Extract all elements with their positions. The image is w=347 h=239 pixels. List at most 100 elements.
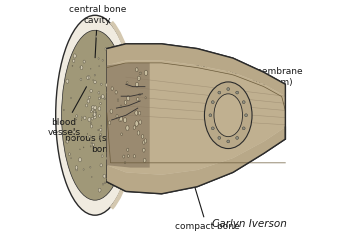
Ellipse shape bbox=[104, 98, 105, 100]
Ellipse shape bbox=[127, 96, 130, 101]
Ellipse shape bbox=[101, 95, 104, 99]
Polygon shape bbox=[107, 115, 285, 194]
Ellipse shape bbox=[63, 109, 64, 111]
Ellipse shape bbox=[76, 119, 77, 120]
Ellipse shape bbox=[87, 76, 90, 80]
Ellipse shape bbox=[145, 97, 146, 99]
Ellipse shape bbox=[98, 58, 99, 59]
Ellipse shape bbox=[100, 96, 102, 98]
Ellipse shape bbox=[133, 155, 135, 158]
Ellipse shape bbox=[90, 166, 91, 168]
Ellipse shape bbox=[98, 92, 100, 94]
Ellipse shape bbox=[81, 117, 82, 118]
Ellipse shape bbox=[121, 133, 122, 136]
Ellipse shape bbox=[102, 183, 104, 185]
Ellipse shape bbox=[124, 101, 126, 105]
Ellipse shape bbox=[61, 30, 128, 200]
Ellipse shape bbox=[242, 127, 245, 130]
Ellipse shape bbox=[71, 137, 73, 140]
Ellipse shape bbox=[110, 100, 112, 103]
Ellipse shape bbox=[127, 148, 129, 152]
Ellipse shape bbox=[105, 48, 107, 50]
Ellipse shape bbox=[101, 155, 103, 158]
Ellipse shape bbox=[111, 110, 112, 112]
Ellipse shape bbox=[100, 164, 102, 167]
Ellipse shape bbox=[126, 125, 129, 131]
Ellipse shape bbox=[142, 135, 144, 138]
Ellipse shape bbox=[119, 120, 120, 121]
Ellipse shape bbox=[120, 89, 121, 92]
Ellipse shape bbox=[211, 127, 214, 130]
Ellipse shape bbox=[139, 120, 142, 124]
Ellipse shape bbox=[76, 115, 77, 117]
Ellipse shape bbox=[111, 87, 113, 90]
Ellipse shape bbox=[92, 106, 94, 109]
Ellipse shape bbox=[112, 102, 114, 105]
Ellipse shape bbox=[109, 50, 112, 53]
Ellipse shape bbox=[100, 128, 102, 131]
Ellipse shape bbox=[78, 158, 82, 162]
Ellipse shape bbox=[106, 157, 108, 160]
Polygon shape bbox=[107, 63, 150, 168]
Ellipse shape bbox=[214, 94, 243, 137]
Ellipse shape bbox=[108, 105, 110, 108]
Ellipse shape bbox=[66, 140, 68, 143]
Ellipse shape bbox=[122, 99, 124, 100]
Ellipse shape bbox=[83, 169, 84, 170]
Ellipse shape bbox=[227, 140, 230, 143]
Ellipse shape bbox=[144, 139, 147, 143]
Ellipse shape bbox=[86, 76, 89, 79]
Ellipse shape bbox=[103, 174, 105, 178]
Ellipse shape bbox=[123, 155, 125, 158]
Ellipse shape bbox=[94, 74, 95, 76]
Ellipse shape bbox=[117, 99, 119, 101]
Ellipse shape bbox=[110, 109, 113, 114]
Ellipse shape bbox=[120, 105, 122, 108]
Ellipse shape bbox=[56, 15, 134, 215]
Ellipse shape bbox=[99, 65, 100, 67]
Ellipse shape bbox=[95, 111, 96, 113]
Ellipse shape bbox=[115, 107, 116, 108]
Ellipse shape bbox=[135, 82, 138, 87]
Ellipse shape bbox=[100, 102, 101, 105]
Ellipse shape bbox=[93, 112, 96, 116]
Ellipse shape bbox=[107, 91, 109, 93]
Ellipse shape bbox=[93, 115, 96, 119]
Ellipse shape bbox=[245, 114, 247, 117]
Ellipse shape bbox=[102, 60, 103, 61]
Ellipse shape bbox=[83, 147, 84, 148]
Ellipse shape bbox=[124, 162, 126, 164]
Ellipse shape bbox=[111, 155, 113, 158]
Ellipse shape bbox=[110, 74, 113, 78]
Ellipse shape bbox=[68, 153, 70, 156]
Ellipse shape bbox=[73, 130, 75, 134]
Ellipse shape bbox=[91, 110, 92, 113]
Ellipse shape bbox=[143, 141, 145, 144]
Ellipse shape bbox=[91, 117, 93, 120]
Ellipse shape bbox=[119, 118, 121, 121]
Ellipse shape bbox=[139, 72, 140, 75]
Ellipse shape bbox=[91, 142, 92, 144]
Ellipse shape bbox=[94, 111, 96, 114]
Ellipse shape bbox=[137, 76, 140, 81]
Text: central bone
cavity: central bone cavity bbox=[69, 5, 126, 58]
Ellipse shape bbox=[101, 125, 102, 126]
Ellipse shape bbox=[79, 149, 80, 150]
Ellipse shape bbox=[86, 104, 87, 107]
Ellipse shape bbox=[109, 145, 112, 149]
Ellipse shape bbox=[87, 99, 90, 103]
Ellipse shape bbox=[94, 106, 96, 110]
Ellipse shape bbox=[204, 82, 252, 149]
Ellipse shape bbox=[72, 65, 73, 66]
Ellipse shape bbox=[80, 78, 82, 81]
Polygon shape bbox=[107, 44, 285, 108]
Ellipse shape bbox=[115, 91, 117, 94]
Ellipse shape bbox=[211, 101, 214, 103]
Ellipse shape bbox=[84, 136, 85, 138]
Ellipse shape bbox=[143, 158, 146, 163]
Ellipse shape bbox=[98, 107, 101, 111]
Ellipse shape bbox=[93, 114, 94, 116]
Ellipse shape bbox=[87, 133, 88, 134]
Ellipse shape bbox=[106, 178, 107, 179]
Ellipse shape bbox=[227, 88, 230, 91]
